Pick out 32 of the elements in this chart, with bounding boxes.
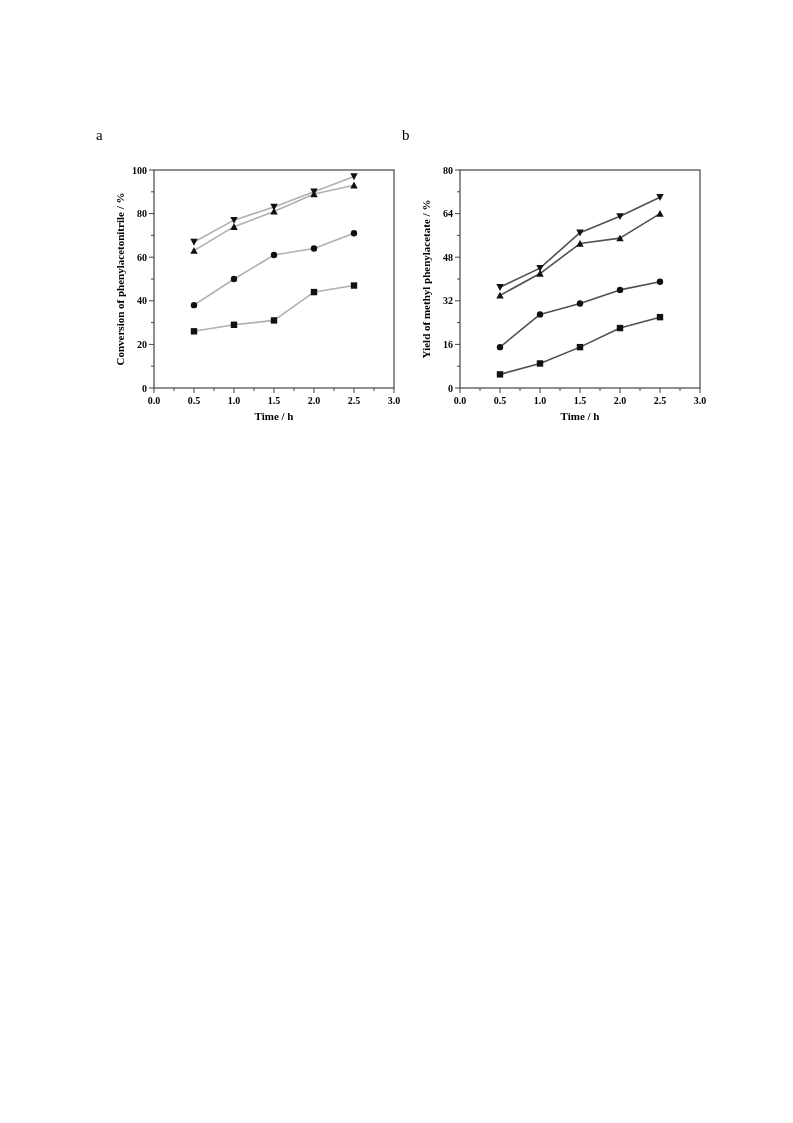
x-tick-label: 0.0 xyxy=(147,395,161,406)
y-tick-label: 80 xyxy=(137,208,147,220)
chart-title: b xyxy=(402,127,410,143)
x-axis-title: Time / h xyxy=(254,410,294,422)
x-tick-label: 2.5 xyxy=(347,395,361,406)
chart-title: a xyxy=(96,127,103,143)
x-tick-label: 0.5 xyxy=(187,395,201,406)
x-tick-label: 0.5 xyxy=(493,395,507,406)
y-tick-label: 64 xyxy=(443,208,453,220)
y-axis-title: Conversion of phenylacetonitrile / % xyxy=(114,192,126,366)
x-tick-label: 1.0 xyxy=(227,395,241,406)
x-axis-title: Time / h xyxy=(560,410,600,422)
y-axis-title: Yield of methyl phenylacetate / % xyxy=(420,199,432,359)
x-tick-label: 0.0 xyxy=(453,395,467,406)
y-tick-label: 20 xyxy=(137,338,147,350)
y-tick-label: 32 xyxy=(443,295,453,307)
y-tick-label: 80 xyxy=(443,164,453,176)
x-tick-label: 1.0 xyxy=(533,395,547,406)
x-tick-label: 1.5 xyxy=(573,395,587,406)
x-tick-label: 3.0 xyxy=(693,395,707,406)
y-tick-label: 16 xyxy=(443,338,453,350)
y-tick-label: 0 xyxy=(142,382,147,394)
y-tick-label: 100 xyxy=(132,164,147,176)
y-tick-label: 48 xyxy=(443,251,453,263)
y-tick-label: 0 xyxy=(448,382,453,394)
y-tick-label: 60 xyxy=(137,251,147,263)
x-tick-label: 2.5 xyxy=(653,395,667,406)
x-tick-label: 3.0 xyxy=(387,395,401,406)
y-tick-label: 40 xyxy=(137,295,147,307)
x-tick-label: 2.0 xyxy=(307,395,321,406)
x-tick-label: 2.0 xyxy=(613,395,627,406)
x-tick-label: 1.5 xyxy=(267,395,281,406)
